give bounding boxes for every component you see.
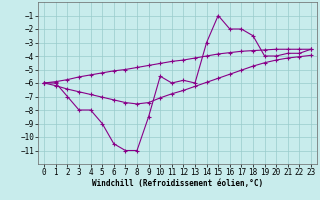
X-axis label: Windchill (Refroidissement éolien,°C): Windchill (Refroidissement éolien,°C) (92, 179, 263, 188)
